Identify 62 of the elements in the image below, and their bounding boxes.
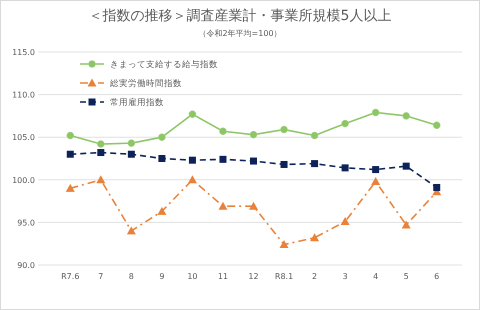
point [311, 160, 318, 168]
point [66, 132, 74, 140]
point [249, 202, 258, 210]
point [310, 233, 320, 242]
point [372, 166, 380, 174]
x-tick-label: 6 [434, 272, 440, 281]
point [128, 150, 135, 158]
x-tick-label: 9 [159, 272, 164, 281]
point [402, 162, 410, 170]
legend-label: 総実労働時間指数 [109, 78, 182, 89]
x-tick-label: 7 [98, 272, 104, 281]
x-tick-label: 4 [373, 272, 378, 281]
y-tick-label: 100.0 [12, 176, 35, 185]
point [250, 158, 257, 165]
point [280, 240, 289, 248]
point [371, 177, 380, 186]
point [341, 120, 349, 128]
point [188, 156, 196, 164]
point [219, 127, 227, 135]
point [433, 184, 440, 191]
point [432, 122, 440, 130]
point [126, 226, 136, 234]
chart-title: ＜指数の推移＞調査産業計・事業所規模5人以上 [88, 8, 392, 24]
point [157, 206, 166, 215]
point [128, 139, 136, 147]
x-tick-label: 11 [218, 272, 228, 281]
point [219, 156, 226, 163]
point [310, 132, 318, 140]
x-tick-label: R7.6 [61, 272, 80, 281]
point [188, 110, 196, 118]
point [188, 175, 197, 184]
point [158, 133, 166, 141]
point [66, 184, 75, 192]
x-tick-label: 8 [128, 272, 134, 281]
point [66, 150, 74, 158]
y-tick-label: 90.0 [17, 261, 35, 270]
y-tick-label: 115.0 [12, 48, 35, 57]
x-tick-label: 12 [248, 272, 259, 281]
x-tick-label: R8.1 [274, 272, 294, 281]
point [158, 155, 166, 162]
x-tick-label: 5 [404, 272, 409, 281]
y-tick-label: 95.0 [17, 218, 35, 228]
x-tick-label: 3 [342, 272, 348, 281]
point [97, 140, 105, 148]
point [342, 164, 349, 172]
legend-label: 常用雇用指数 [110, 97, 164, 108]
chart-subtitle: （令和2年平均=100） [198, 29, 282, 38]
x-tick-label: 2 [312, 272, 318, 281]
x-tick-label: 10 [187, 272, 198, 281]
y-tick-label: 110.0 [12, 90, 35, 100]
point [218, 202, 228, 210]
point [402, 112, 410, 120]
point [96, 175, 106, 184]
legend-label: きまって支給する給与指数 [110, 59, 218, 70]
point [97, 149, 104, 156]
point [340, 217, 350, 226]
point [280, 126, 288, 134]
point [280, 160, 288, 168]
point [372, 108, 380, 116]
y-tick-label: 105.0 [12, 133, 35, 142]
point [250, 130, 258, 138]
point [402, 220, 411, 228]
